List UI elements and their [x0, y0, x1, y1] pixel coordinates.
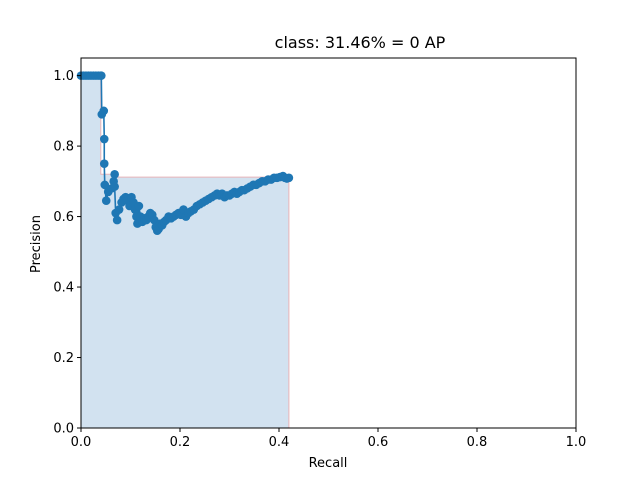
data-point [101, 196, 111, 206]
data-point [114, 205, 124, 214]
data-point [284, 173, 294, 183]
y-tick-label: 0.6 [53, 210, 74, 225]
data-point [99, 106, 109, 116]
x-tick-label: 1.0 [566, 435, 587, 450]
x-axis-label: Recall [309, 456, 348, 471]
plot-frame [80, 57, 577, 429]
data-point [110, 182, 119, 191]
x-tick-label: 0.6 [368, 435, 389, 450]
chart-title: class: 31.46% = 0 AP [275, 33, 446, 52]
data-point [99, 134, 109, 144]
y-tick-label: 0.2 [53, 351, 74, 366]
data-point [134, 201, 144, 211]
data-point [112, 215, 122, 225]
x-tick-label: 0.8 [467, 435, 488, 450]
x-tick-label: 0.2 [170, 435, 191, 450]
y-tick-label: 1.0 [53, 69, 74, 84]
ap-area-fill [81, 75, 289, 428]
y-tick-label: 0.4 [53, 281, 74, 296]
y-axis-label: Precision [29, 215, 44, 273]
plot-area: 0.0 0.2 0.4 0.6 0.8 1.0 0.0 0.2 0.4 0.6 0.8 1.0 [53, 57, 587, 450]
y-tick-label: 0.0 [53, 422, 74, 437]
data-point [99, 159, 109, 169]
data-point [96, 71, 106, 80]
data-point [110, 169, 119, 179]
x-tick-label: 0.0 [71, 435, 92, 450]
data-point [100, 180, 110, 190]
y-tick-label: 0.8 [53, 140, 74, 155]
x-tick-label: 0.4 [269, 435, 290, 450]
